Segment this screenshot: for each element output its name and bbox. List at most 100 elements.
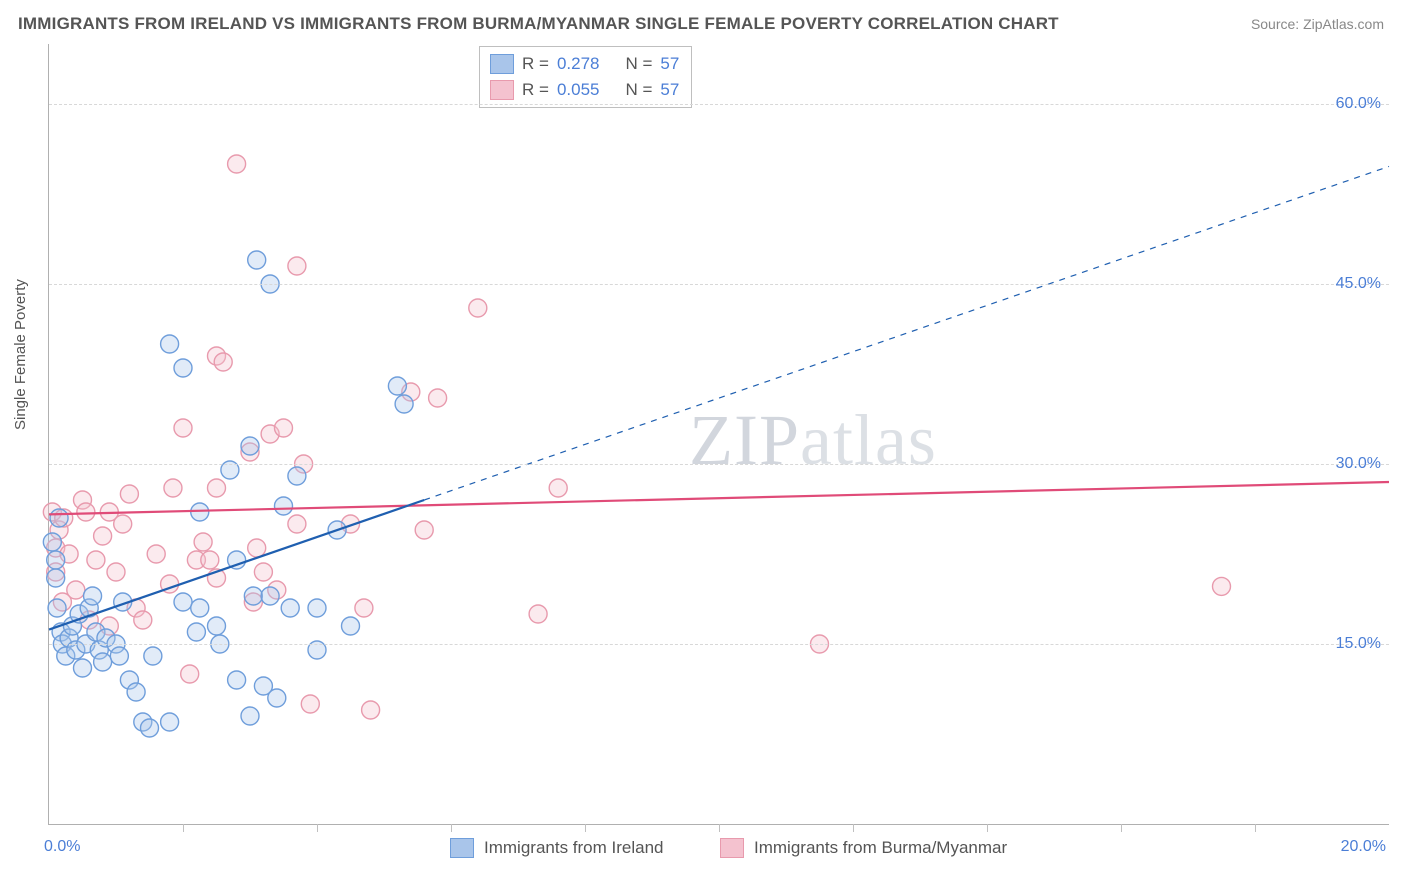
y-tick-label: 45.0% bbox=[1336, 275, 1381, 293]
data-point bbox=[288, 467, 306, 485]
data-point bbox=[288, 257, 306, 275]
data-point bbox=[362, 701, 380, 719]
x-tick bbox=[317, 824, 318, 832]
legend-swatch-burma bbox=[720, 838, 744, 858]
data-point bbox=[84, 587, 102, 605]
data-point bbox=[50, 509, 68, 527]
source-attribution: Source: ZipAtlas.com bbox=[1251, 16, 1384, 32]
data-point bbox=[342, 617, 360, 635]
data-point bbox=[301, 695, 319, 713]
data-point bbox=[94, 653, 112, 671]
data-point bbox=[288, 515, 306, 533]
data-point bbox=[127, 683, 145, 701]
x-tick bbox=[183, 824, 184, 832]
data-point bbox=[181, 665, 199, 683]
data-point bbox=[248, 539, 266, 557]
x-tick bbox=[585, 824, 586, 832]
source-value: ZipAtlas.com bbox=[1303, 16, 1384, 32]
data-point bbox=[191, 599, 209, 617]
data-point bbox=[429, 389, 447, 407]
x-tick bbox=[987, 824, 988, 832]
x-tick-label: 0.0% bbox=[44, 838, 80, 856]
data-point bbox=[228, 155, 246, 173]
data-point bbox=[161, 335, 179, 353]
legend-swatch-burma bbox=[490, 80, 514, 100]
data-point bbox=[174, 419, 192, 437]
data-point bbox=[281, 599, 299, 617]
y-tick-label: 15.0% bbox=[1336, 635, 1381, 653]
x-tick-label: 20.0% bbox=[1341, 838, 1386, 856]
legend-label: Immigrants from Burma/Myanmar bbox=[754, 838, 1007, 858]
data-point bbox=[110, 647, 128, 665]
data-point bbox=[134, 611, 152, 629]
gridline-h bbox=[49, 284, 1389, 285]
data-point bbox=[194, 533, 212, 551]
data-point bbox=[208, 617, 226, 635]
data-point bbox=[275, 497, 293, 515]
data-point bbox=[1213, 577, 1231, 595]
gridline-h bbox=[49, 464, 1389, 465]
data-point bbox=[241, 437, 259, 455]
legend-swatch-ireland bbox=[450, 838, 474, 858]
data-point bbox=[228, 671, 246, 689]
data-point bbox=[415, 521, 433, 539]
legend-r-label: R = bbox=[522, 54, 549, 74]
y-axis-title: Single Female Poverty bbox=[12, 279, 29, 430]
data-point bbox=[308, 599, 326, 617]
data-point bbox=[67, 581, 85, 599]
data-point bbox=[268, 689, 286, 707]
data-point bbox=[87, 551, 105, 569]
data-point bbox=[241, 707, 259, 725]
data-point bbox=[244, 587, 262, 605]
data-point bbox=[201, 551, 219, 569]
x-tick bbox=[451, 824, 452, 832]
data-point bbox=[395, 395, 413, 413]
data-point bbox=[77, 503, 95, 521]
data-point bbox=[107, 563, 125, 581]
series-legend-burma: Immigrants from Burma/Myanmar bbox=[720, 838, 1007, 858]
data-point bbox=[254, 563, 272, 581]
legend-r-value: 0.278 bbox=[557, 54, 600, 74]
legend-swatch-ireland bbox=[490, 54, 514, 74]
data-point bbox=[469, 299, 487, 317]
legend-n-value: 57 bbox=[660, 80, 679, 100]
series-legend-ireland: Immigrants from Ireland bbox=[450, 838, 664, 858]
data-point bbox=[174, 593, 192, 611]
data-point bbox=[120, 485, 138, 503]
gridline-h bbox=[49, 104, 1389, 105]
x-tick bbox=[1255, 824, 1256, 832]
data-point bbox=[47, 569, 65, 587]
plot-area: ZIPatlas R = 0.278 N = 57 R = 0.055 N = … bbox=[48, 44, 1389, 825]
data-point bbox=[174, 359, 192, 377]
data-point bbox=[161, 713, 179, 731]
data-point bbox=[187, 623, 205, 641]
source-label: Source: bbox=[1251, 16, 1299, 32]
data-point bbox=[208, 479, 226, 497]
legend-n-label: N = bbox=[625, 54, 652, 74]
x-tick bbox=[853, 824, 854, 832]
x-tick bbox=[719, 824, 720, 832]
data-point bbox=[74, 659, 92, 677]
data-point bbox=[43, 533, 61, 551]
data-point bbox=[47, 551, 65, 569]
data-point bbox=[214, 353, 232, 371]
data-point bbox=[48, 599, 66, 617]
x-tick bbox=[1121, 824, 1122, 832]
y-tick-label: 30.0% bbox=[1336, 455, 1381, 473]
chart-title: IMMIGRANTS FROM IRELAND VS IMMIGRANTS FR… bbox=[18, 14, 1059, 34]
data-point bbox=[147, 545, 165, 563]
data-point bbox=[144, 647, 162, 665]
data-point bbox=[141, 719, 159, 737]
trend-line bbox=[49, 482, 1389, 514]
y-tick-label: 60.0% bbox=[1336, 95, 1381, 113]
legend-row: R = 0.278 N = 57 bbox=[490, 51, 679, 77]
legend-row: R = 0.055 N = 57 bbox=[490, 77, 679, 103]
gridline-h bbox=[49, 644, 1389, 645]
data-point bbox=[114, 515, 132, 533]
data-point bbox=[549, 479, 567, 497]
data-point bbox=[275, 419, 293, 437]
legend-n-label: N = bbox=[625, 80, 652, 100]
data-point bbox=[355, 599, 373, 617]
data-point bbox=[261, 587, 279, 605]
correlation-legend: R = 0.278 N = 57 R = 0.055 N = 57 bbox=[479, 46, 692, 108]
